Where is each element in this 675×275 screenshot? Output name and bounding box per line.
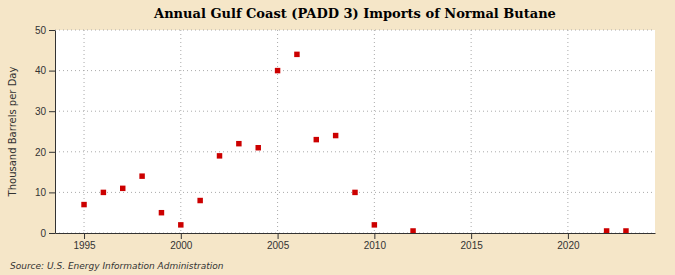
x-tick: 2005 <box>267 233 290 251</box>
x-grid-line <box>471 30 472 233</box>
point <box>372 222 377 227</box>
x-tick-label: 2000 <box>170 240 193 251</box>
y-axis-title: Thousand Barrels per Day <box>7 67 18 198</box>
title: Annual Gulf Coast (PADD 3) Imports of No… <box>153 6 556 21</box>
point <box>410 228 415 233</box>
x-tick: 2015 <box>461 233 484 251</box>
y-tick-mark <box>49 71 55 72</box>
x-tick-mark <box>84 233 85 239</box>
point <box>197 198 202 203</box>
y-tick-mark <box>49 152 55 153</box>
x-tick-mark <box>181 233 182 239</box>
point <box>352 190 357 195</box>
y-tick-mark <box>49 192 55 193</box>
plot-background <box>55 30 655 233</box>
y-tick-mark <box>49 233 55 234</box>
x-grid-line <box>374 30 375 233</box>
x-axis-line <box>56 233 656 234</box>
point <box>120 186 125 191</box>
y-axis: 0 10 20 30 40 50 <box>35 25 56 239</box>
point <box>139 173 144 178</box>
x-grid-line <box>567 30 568 233</box>
x-tick: 1995 <box>73 233 96 251</box>
point <box>294 52 299 57</box>
y-grid-line <box>55 70 655 71</box>
y-tick-label: 20 <box>35 147 47 158</box>
x-tick-mark <box>568 233 569 239</box>
point <box>275 68 280 73</box>
y-grid-line <box>55 30 655 31</box>
y-grid-line <box>55 151 655 152</box>
point <box>623 228 628 233</box>
y-tick: 20 <box>35 147 55 158</box>
point <box>159 210 164 215</box>
point <box>314 137 319 142</box>
x-tick-mark <box>278 233 279 239</box>
x-tick-label: 1995 <box>73 240 96 251</box>
x-grid-line <box>180 30 181 233</box>
x-tick-mark <box>471 233 472 239</box>
point <box>333 133 338 138</box>
x-tick: 2000 <box>170 233 193 251</box>
y-grid-line <box>55 111 655 112</box>
plot: 1995 2000 2005 2010 2015 2020 0 10 20 30 40 50 <box>35 25 656 251</box>
y-tick: 30 <box>35 106 55 117</box>
grid <box>55 30 655 233</box>
x-grid-line <box>277 30 278 233</box>
x-axis: 1995 2000 2005 2010 2015 2020 <box>56 233 656 251</box>
y-grid-line <box>55 233 655 234</box>
point <box>255 145 260 150</box>
x-tick-label: 2020 <box>557 240 580 251</box>
y-tick-label: 10 <box>35 187 47 198</box>
x-tick: 2010 <box>364 233 387 251</box>
x-tick-label: 2005 <box>267 240 290 251</box>
chart: 1995 2000 2005 2010 2015 2020 0 10 20 30 40 50 Annua… <box>0 0 675 275</box>
y-tick-label: 30 <box>35 106 47 117</box>
points <box>81 52 628 233</box>
y-tick: 50 <box>35 25 55 36</box>
y-tick-label: 50 <box>35 25 47 36</box>
point <box>604 228 609 233</box>
point <box>178 222 183 227</box>
y-tick-mark <box>49 30 55 31</box>
point <box>217 153 222 158</box>
y-tick: 0 <box>40 228 55 239</box>
source-note: Source: U.S. Energy Information Administ… <box>10 261 224 271</box>
y-tick-mark <box>49 111 55 112</box>
y-tick: 10 <box>35 187 55 198</box>
y-axis-line <box>55 31 56 234</box>
point <box>101 190 106 195</box>
x-tick-label: 2010 <box>364 240 387 251</box>
y-tick-label: 40 <box>35 65 47 76</box>
y-tick: 40 <box>35 65 55 76</box>
point <box>81 202 86 207</box>
point <box>236 141 241 146</box>
x-tick: 2020 <box>557 233 580 251</box>
x-tick-label: 2015 <box>461 240 484 251</box>
x-tick-mark <box>374 233 375 239</box>
y-tick-label: 0 <box>40 228 46 239</box>
